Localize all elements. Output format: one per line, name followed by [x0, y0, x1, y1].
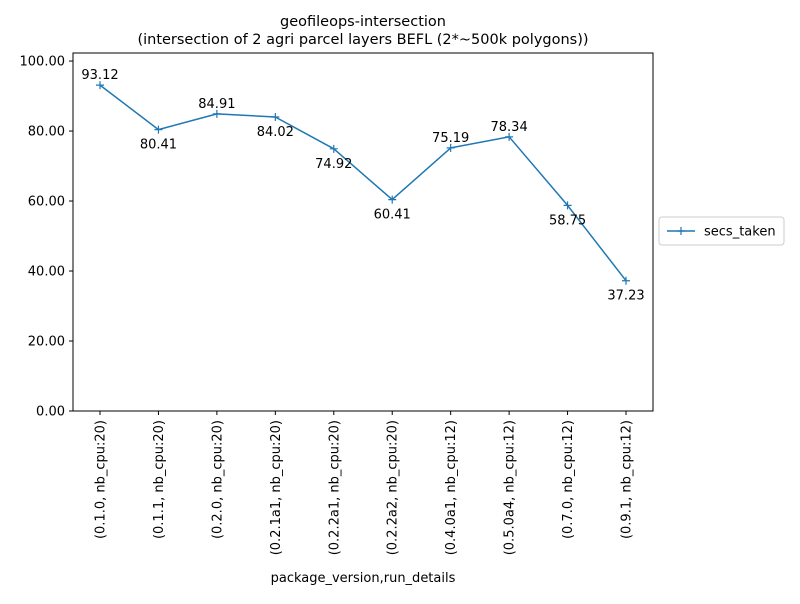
data-label: 84.02 — [257, 125, 294, 140]
x-tick-label: (0.4.0a1, nb_cpu:12) — [444, 420, 459, 555]
data-point-marker — [505, 132, 514, 141]
data-labels: 93.12 80.41 84.91 84.02 74.92 60.41 75.19 78.34… — [81, 68, 644, 304]
x-tick-label: (0.5.0a4, nb_cpu:12) — [503, 420, 518, 555]
series-layer — [96, 81, 630, 285]
x-tick-label: (0.2.2a1, nb_cpu:20) — [327, 420, 342, 555]
data-point-marker — [96, 81, 104, 90]
x-tick-label: (0.2.2a2, nb_cpu:20) — [386, 420, 401, 555]
y-axis: 0.00 20.00 40.00 60.00 80.00 100.00 — [20, 55, 73, 420]
legend-marker — [677, 227, 685, 235]
data-label: 58.75 — [549, 213, 586, 228]
chart-title: geofileops-intersection — [280, 14, 446, 30]
data-label: 75.19 — [432, 131, 469, 146]
data-point-marker — [622, 276, 630, 285]
x-tick-label: (0.9.1, nb_cpu:12) — [620, 420, 635, 539]
data-point-marker — [563, 201, 572, 210]
data-point-marker — [271, 112, 280, 121]
data-label: 60.41 — [374, 208, 411, 223]
y-tick-label: 80.00 — [28, 125, 65, 140]
y-tick-label: 0.00 — [36, 405, 65, 420]
legend[interactable]: secs_taken — [658, 216, 785, 246]
data-label: 93.12 — [81, 68, 118, 83]
x-tick-label: (0.1.0, nb_cpu:20) — [94, 420, 109, 539]
y-tick-label: 100.00 — [20, 55, 66, 70]
data-point-marker — [212, 109, 221, 118]
legend-frame — [658, 216, 785, 246]
x-axis-label: package_version,run_details — [271, 571, 456, 586]
data-label: 80.41 — [140, 138, 177, 153]
x-tick-label: (0.7.0, nb_cpu:12) — [561, 420, 576, 539]
series-line-secs_taken — [99, 84, 627, 282]
data-point-marker — [446, 143, 455, 152]
data-point-marker — [329, 144, 338, 153]
data-point-marker — [154, 125, 163, 134]
data-label: 37.23 — [607, 289, 644, 304]
y-tick-label: 40.00 — [28, 265, 65, 280]
legend-label: secs_taken — [704, 225, 776, 240]
x-tick-label: (0.1.1, nb_cpu:20) — [152, 420, 167, 539]
data-label: 74.92 — [315, 157, 352, 172]
y-tick-label: 20.00 — [28, 335, 65, 350]
x-tick-label: (0.2.0, nb_cpu:20) — [210, 420, 225, 539]
y-tick-label: 60.00 — [28, 195, 65, 210]
x-axis: (0.1.0, nb_cpu:20) (0.1.1, nb_cpu:20) (0.2… — [94, 411, 635, 555]
data-label: 78.34 — [491, 120, 528, 135]
data-label: 84.91 — [198, 97, 235, 112]
plot-frame — [72, 52, 654, 412]
x-tick-label: (0.2.1a1, nb_cpu:20) — [269, 420, 284, 555]
chart-subtitle: (intersection of 2 agri parcel layers BE… — [137, 32, 588, 48]
data-point-marker — [388, 195, 397, 204]
